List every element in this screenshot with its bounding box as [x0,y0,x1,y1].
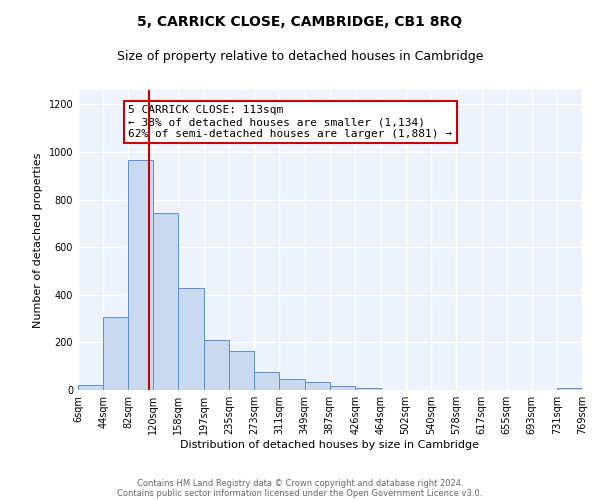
Text: Size of property relative to detached houses in Cambridge: Size of property relative to detached ho… [117,50,483,63]
Text: 5 CARRICK CLOSE: 113sqm
← 38% of detached houses are smaller (1,134)
62% of semi: 5 CARRICK CLOSE: 113sqm ← 38% of detache… [128,106,452,138]
Bar [204,340,229,390]
Bar [128,160,154,390]
Bar [305,382,329,390]
Bar [329,386,355,390]
Text: Contains public sector information licensed under the Open Government Licence v3: Contains public sector information licen… [118,488,482,498]
Y-axis label: Number of detached properties: Number of detached properties [33,152,43,328]
Bar [103,318,128,390]
Bar [178,288,204,390]
Text: Contains HM Land Registry data © Crown copyright and database right 2024.: Contains HM Land Registry data © Crown c… [137,478,463,488]
X-axis label: Distribution of detached houses by size in Cambridge: Distribution of detached houses by size … [181,440,479,450]
Text: 5, CARRICK CLOSE, CAMBRIDGE, CB1 8RQ: 5, CARRICK CLOSE, CAMBRIDGE, CB1 8RQ [137,15,463,29]
Bar [154,212,178,390]
Bar [78,385,103,390]
Bar [254,372,280,390]
Bar [280,378,305,390]
Bar [355,388,380,390]
Bar [557,388,582,390]
Bar [229,350,254,390]
